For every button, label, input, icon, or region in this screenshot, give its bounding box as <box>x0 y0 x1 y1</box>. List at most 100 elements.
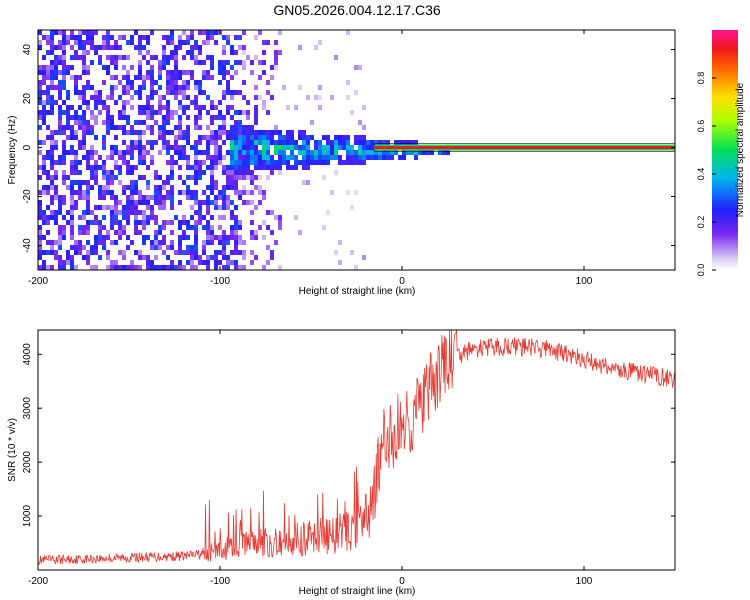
heatmap-cell <box>282 160 286 165</box>
heatmap-cell <box>198 85 202 90</box>
heatmap-cell <box>350 155 354 160</box>
heatmap-cell <box>46 240 50 245</box>
heatmap-cell <box>226 265 230 270</box>
heatmap-cell <box>150 80 154 85</box>
x-tick-label: 0 <box>399 576 405 587</box>
heatmap-cell <box>162 235 166 240</box>
heatmap-cell <box>82 55 86 60</box>
heatmap-cell <box>222 195 226 200</box>
heatmap-cell <box>134 225 138 230</box>
heatmap-cell <box>82 230 86 235</box>
heatmap-cell <box>238 135 242 140</box>
heatmap-cell <box>186 130 190 135</box>
heatmap-cell <box>202 250 206 255</box>
heatmap-cell <box>226 70 230 75</box>
heatmap-cell <box>134 265 138 270</box>
heatmap-cell <box>122 85 126 90</box>
heatmap-cell <box>158 100 162 105</box>
heatmap-cell <box>306 135 310 140</box>
heatmap-cell <box>178 100 182 105</box>
heatmap-cell <box>114 45 118 50</box>
heatmap-cell <box>86 155 90 160</box>
heatmap-cell <box>130 95 134 100</box>
heatmap-cell <box>70 125 74 130</box>
heatmap-cell <box>138 145 142 150</box>
heatmap-cell <box>174 85 178 90</box>
heatmap-cell <box>146 140 150 145</box>
heatmap-cell <box>46 190 50 195</box>
heatmap-cell <box>170 75 174 80</box>
heatmap-cell <box>274 145 278 150</box>
heatmap-cell <box>306 180 310 185</box>
heatmap-cell <box>178 45 182 50</box>
heatmap-cell <box>266 160 270 165</box>
heatmap-cell <box>410 150 414 155</box>
heatmap-cell <box>162 50 166 55</box>
heatmap-cell <box>206 235 210 240</box>
heatmap-cell <box>182 95 186 100</box>
heatmap-cell <box>250 230 254 235</box>
heatmap-cell <box>50 50 54 55</box>
heatmap-cell <box>42 115 46 120</box>
heatmap-cell <box>242 135 246 140</box>
heatmap-cell <box>178 90 182 95</box>
heatmap-cell <box>246 175 250 180</box>
heatmap-cell <box>98 95 102 100</box>
heatmap-cell <box>126 85 130 90</box>
heatmap-cell <box>302 180 306 185</box>
heatmap-cell <box>70 35 74 40</box>
heatmap-cell <box>194 145 198 150</box>
heatmap-cell <box>94 250 98 255</box>
spectrogram-frame <box>37 29 676 271</box>
heatmap-cell <box>142 155 146 160</box>
heatmap-cell <box>338 240 342 245</box>
heatmap-cell <box>178 265 182 270</box>
heatmap-cell <box>150 140 154 145</box>
heatmap-cell <box>134 45 138 50</box>
heatmap-cell <box>50 40 54 45</box>
heatmap-cell <box>170 55 174 60</box>
heatmap-cell <box>194 265 198 270</box>
heatmap-cell <box>38 100 42 105</box>
heatmap-cell <box>78 55 82 60</box>
heatmap-cell <box>362 255 366 260</box>
heatmap-cell <box>210 235 214 240</box>
heatmap-cell <box>298 135 302 140</box>
heatmap-cell <box>226 185 230 190</box>
heatmap-cell <box>118 165 122 170</box>
heatmap-cell <box>146 60 150 65</box>
heatmap-cell <box>58 225 62 230</box>
heatmap-cell <box>138 140 142 145</box>
heatmap-cell <box>46 95 50 100</box>
heatmap-cell <box>130 265 134 270</box>
heatmap-cell <box>170 35 174 40</box>
heatmap-cell <box>218 190 222 195</box>
heatmap-cell <box>122 255 126 260</box>
heatmap-cell <box>50 180 54 185</box>
heatmap-cell <box>46 175 50 180</box>
heatmap-cell <box>294 155 298 160</box>
heatmap-cell <box>134 190 138 195</box>
heatmap-cell <box>394 150 398 155</box>
heatmap-cell <box>58 130 62 135</box>
heatmap-cell <box>238 45 242 50</box>
heatmap-cell <box>54 70 58 75</box>
heatmap-cell <box>186 140 190 145</box>
heatmap-cell <box>134 250 138 255</box>
heatmap-cell <box>194 55 198 60</box>
heatmap-cell <box>146 235 150 240</box>
heatmap-cell <box>234 225 238 230</box>
heatmap-cell <box>226 240 230 245</box>
heatmap-cell <box>102 80 106 85</box>
heatmap-cell <box>134 90 138 95</box>
heatmap-cell <box>218 145 222 150</box>
heatmap-cell <box>106 115 110 120</box>
heatmap-cell <box>290 155 294 160</box>
heatmap-cell <box>294 105 298 110</box>
heatmap-cell <box>110 35 114 40</box>
heatmap-cell <box>150 110 154 115</box>
heatmap-cell <box>162 220 166 225</box>
heatmap-cell <box>226 90 230 95</box>
heatmap-cell <box>114 85 118 90</box>
heatmap-cell <box>194 230 198 235</box>
